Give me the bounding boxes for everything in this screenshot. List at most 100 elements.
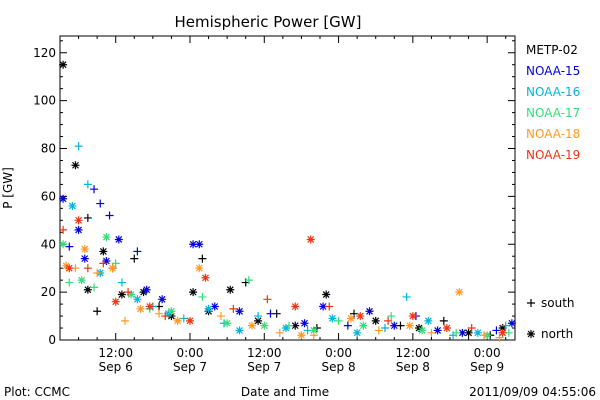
data-point-metp-02-north: [189, 288, 198, 297]
data-point-noaa-17-north: [167, 307, 176, 316]
data-point-noaa-17-south: [111, 259, 120, 268]
data-point-noaa-15-north: [365, 307, 374, 316]
data-point-noaa-15-south: [105, 211, 114, 220]
data-point-noaa-17-north: [418, 326, 427, 335]
data-point-noaa-17-south: [387, 312, 396, 321]
data-point-metp-02-north: [117, 290, 126, 299]
data-point-noaa-17-north: [223, 319, 232, 328]
data-point-noaa-19-north: [65, 264, 74, 273]
y-axis: 0 20 40 60 80 100 120: [33, 40, 515, 347]
x-tick-time-label: 12:00: [247, 346, 282, 360]
data-point-metp-02-north: [99, 247, 108, 256]
data-point-noaa-15-north: [59, 194, 68, 203]
data-point-noaa-18-north: [173, 316, 182, 325]
data-point-noaa-15-north: [142, 285, 151, 294]
data-point-noaa-18-north: [195, 264, 204, 273]
legend-entry: NOAA-15: [526, 64, 580, 78]
data-point-noaa-18-south: [275, 328, 284, 337]
data-point-noaa-19-north: [291, 302, 300, 311]
legend: METP-02 NOAA-15 NOAA-16 NOAA-17 NOAA-18 NOAA-…: [526, 43, 580, 162]
data-point-metp-02-south: [93, 307, 102, 316]
x-tick-date-label: Sep 8: [322, 360, 356, 374]
data-point-metp-02-north: [322, 290, 331, 299]
legend-entry: METP-02: [526, 43, 578, 57]
data-point-noaa-17-north: [102, 233, 111, 242]
legend-entry: NOAA-16: [526, 85, 580, 99]
data-point-metp-02-north: [464, 328, 473, 337]
data-point-metp-02-north: [291, 321, 300, 330]
data-point-noaa-15-north: [114, 235, 123, 244]
legend-entry: NOAA-18: [526, 127, 580, 141]
data-point-metp-02-south: [83, 213, 92, 222]
data-point-noaa-16-south: [74, 142, 83, 151]
data-point-noaa-16-north: [353, 328, 362, 337]
data-point-noaa-15-south: [90, 185, 99, 194]
data-point-metp-02-north: [59, 60, 68, 69]
data-point-noaa-18-south: [374, 326, 383, 335]
x-axis-label: Date and Time: [241, 385, 329, 399]
data-point-noaa-15-south: [65, 242, 74, 251]
data-point-noaa-16-north: [424, 316, 433, 325]
data-point-noaa-16-north: [68, 201, 77, 210]
data-point-noaa-15-south: [343, 321, 352, 330]
data-point-noaa-16-north: [473, 328, 482, 337]
data-point-noaa-19-south: [99, 259, 108, 268]
data-point-noaa-15-north: [102, 257, 111, 266]
data-point-noaa-16-south: [117, 278, 126, 287]
data-point-noaa-15-north: [433, 326, 442, 335]
data-point-noaa-17-south: [452, 328, 461, 337]
data-point-metp-02-south: [198, 254, 207, 263]
data-point-noaa-17-south: [90, 283, 99, 292]
data-point-noaa-19-south: [467, 324, 476, 333]
data-point-noaa-18-north: [297, 331, 306, 340]
data-point-metp-02-south: [439, 316, 448, 325]
y-tick-label: 20: [41, 285, 56, 299]
data-point-metp-02-north: [83, 285, 92, 294]
data-point-noaa-15-north: [158, 295, 167, 304]
chart-title: Hemispheric Power [GW]: [175, 13, 362, 31]
data-point-noaa-18-south: [480, 331, 489, 340]
data-point-noaa-16-south: [501, 321, 510, 330]
marker-legend-entry-north: north: [527, 327, 573, 341]
data-point-metp-02-south: [130, 254, 139, 263]
x-tick-date-label: Sep 6: [99, 360, 133, 374]
y-tick-label: 80: [41, 142, 56, 156]
data-point-noaa-19-north: [145, 302, 154, 311]
data-point-noaa-19-south: [263, 295, 272, 304]
data-point-noaa-19-south: [161, 312, 170, 321]
data-point-noaa-18-north: [108, 264, 117, 273]
data-point-noaa-18-south: [427, 328, 436, 337]
data-point-noaa-15-north: [195, 240, 204, 249]
data-point-noaa-16-south: [402, 292, 411, 301]
y-tick-label: 100: [33, 94, 56, 108]
data-point-noaa-18-south: [495, 333, 504, 342]
data-point-noaa-15-north: [189, 240, 198, 249]
data-point-noaa-19-south: [229, 304, 238, 313]
data-point-metp-02-north: [498, 324, 507, 333]
data-point-noaa-18-south: [121, 316, 129, 325]
data-point-noaa-18-south: [309, 331, 318, 340]
data-point-noaa-19-south: [59, 225, 68, 234]
data-point-noaa-18-north: [455, 288, 464, 297]
x-tick-date-label: Sep 7: [173, 360, 207, 374]
x-tick-time-label: 12:00: [396, 346, 431, 360]
data-point-noaa-15-south: [96, 199, 105, 208]
data-point-noaa-17-south: [334, 316, 343, 325]
data-point-noaa-17-north: [59, 240, 68, 249]
x-tick-time-label: 0:00: [325, 346, 352, 360]
data-point-noaa-19-south: [384, 316, 393, 325]
marker-legend-label: north: [541, 327, 573, 341]
data-point-noaa-15-north: [210, 302, 219, 311]
data-point-noaa-19-north: [186, 316, 194, 325]
data-point-noaa-16-south: [254, 312, 263, 321]
x-tick-date-label: Sep 8: [396, 360, 430, 374]
data-point-noaa-16-north: [133, 295, 142, 304]
x-tick-time-label: 0:00: [177, 346, 204, 360]
data-point-noaa-17-south: [198, 292, 207, 301]
marker-legend-entry-south: south: [527, 296, 575, 310]
plot-credit: Plot: CCMC: [4, 385, 70, 399]
data-point-noaa-16-south: [83, 180, 92, 189]
y-tick-label: 60: [41, 189, 56, 203]
